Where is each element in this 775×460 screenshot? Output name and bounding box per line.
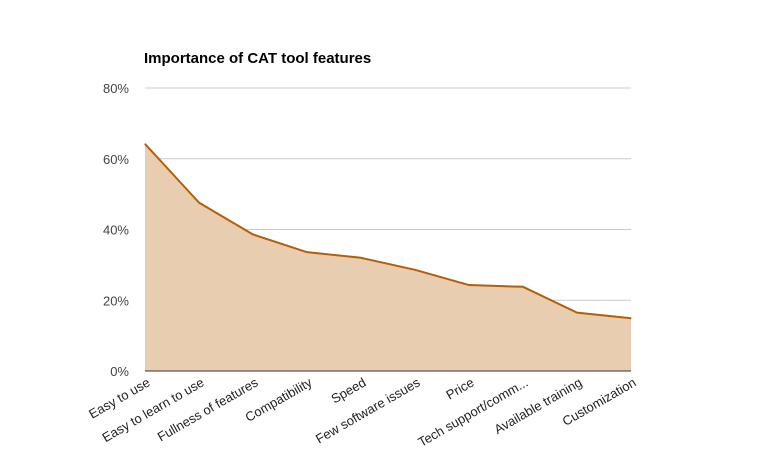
area-fill (145, 143, 631, 371)
data-point (522, 286, 524, 288)
x-tick-label: Price (443, 375, 476, 403)
data-point (576, 312, 578, 314)
y-tick-label: 0% (110, 364, 129, 379)
y-tick-label: 80% (103, 81, 129, 96)
data-point (360, 257, 362, 259)
data-point (252, 233, 254, 235)
data-point (468, 284, 470, 286)
data-point (414, 269, 416, 271)
x-tick-label: Few software issues (313, 374, 423, 446)
y-tick-label: 20% (103, 293, 129, 308)
area-series (144, 143, 632, 372)
y-axis-ticks: 0% 20% 40% 60% 80% (103, 81, 129, 379)
x-tick-label: Speed (328, 375, 368, 407)
data-point (630, 317, 632, 319)
data-point (144, 143, 146, 145)
y-tick-label: 40% (103, 223, 129, 238)
chart-title: Importance of CAT tool features (144, 50, 371, 67)
data-point (198, 202, 200, 204)
series-line (144, 143, 632, 320)
y-tick-label: 60% (103, 152, 129, 167)
data-point (306, 251, 308, 253)
